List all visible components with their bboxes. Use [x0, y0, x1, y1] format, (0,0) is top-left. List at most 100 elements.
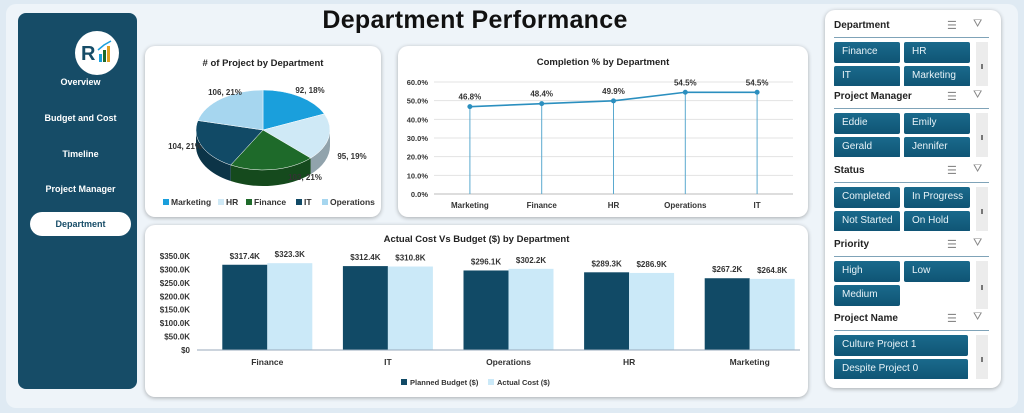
- x-tick-label: Marketing: [451, 201, 489, 210]
- logo-chart-icon: R: [81, 40, 112, 65]
- bar-actual-finance: [267, 263, 313, 350]
- clear-filter-icon[interactable]: ⛛: [973, 311, 983, 323]
- data-label: 49.9%: [602, 87, 625, 96]
- bar-actual-marketing: [749, 278, 795, 350]
- bar-chart: $0 $50.0K $100.0K $150.0K $200.0K $250.0K $300…: [160, 250, 800, 387]
- slicer-button-on-hold[interactable]: On Hold: [904, 211, 970, 231]
- clear-filter-icon[interactable]: ⛛: [973, 237, 983, 249]
- slicer-button-hr[interactable]: HR: [904, 42, 970, 63]
- line-chart-title: Completion % by Department: [536, 57, 670, 68]
- bar-planned-operations: [463, 270, 509, 350]
- legend-swatch-finance: [246, 199, 252, 205]
- slicer-button-medium[interactable]: Medium: [834, 285, 900, 306]
- legend-label-marketing: Marketing: [171, 197, 211, 207]
- line-chart: 0.0% 10.0% 20.0% 30.0% 40.0% 50.0% 60.0% 46.8% M…: [407, 78, 793, 210]
- legend-label-finance: Finance: [254, 197, 286, 207]
- y-tick-label: $100.0K: [160, 319, 190, 328]
- multi-select-icon[interactable]: ☰: [947, 239, 957, 251]
- pie-data-label: 92, 18%: [295, 86, 324, 95]
- slicer-button-not-started[interactable]: Not Started: [834, 211, 900, 231]
- slicer-title-project-manager: Project Manager: [834, 91, 912, 102]
- clear-filter-icon[interactable]: ⛛: [973, 89, 983, 101]
- y-tick-label: $350.0K: [160, 252, 190, 261]
- y-tick-label: $150.0K: [160, 306, 190, 315]
- y-tick-label: 50.0%: [407, 97, 429, 106]
- slicer-title-project-name: Project Name: [834, 313, 898, 324]
- pie-slice-operations: [197, 89, 264, 131]
- y-tick-label: 30.0%: [407, 134, 429, 143]
- slicer-scrollbar[interactable]: [976, 335, 988, 379]
- slicer-button-emily[interactable]: Emily: [904, 113, 970, 134]
- bar-data-label: $286.9K: [636, 260, 666, 269]
- slicer-divider: [834, 108, 989, 109]
- bar-data-label: $310.8K: [395, 254, 425, 263]
- clear-filter-icon[interactable]: ⛛: [973, 163, 983, 175]
- legend-label: Actual Cost ($): [497, 378, 550, 387]
- bar-data-label: $302.2K: [516, 256, 546, 265]
- bar-actual-hr: [629, 272, 675, 350]
- slicer-scrollbar[interactable]: [976, 261, 988, 309]
- y-tick-label: 40.0%: [407, 115, 429, 124]
- bar-data-label: $289.3K: [591, 259, 621, 268]
- clear-filter-icon[interactable]: ⛛: [973, 18, 983, 30]
- slicer-items: Eddie Emily Gerald Jennifer: [834, 113, 974, 157]
- bar-planned-hr: [584, 272, 630, 350]
- slicer-button-eddie[interactable]: Eddie: [834, 113, 900, 134]
- slicer-button-jennifer[interactable]: Jennifer: [904, 137, 970, 157]
- line-chart-card: Completion % by Department 0.0% 10.0% 20.0…: [398, 46, 808, 217]
- slicer-button-completed[interactable]: Completed: [834, 187, 900, 208]
- slicer-scrollbar[interactable]: [976, 42, 988, 86]
- slicer-scrollbar[interactable]: [976, 187, 988, 231]
- slicer-panel: Department ☰ ⛛ Finance HR IT Marketing Project …: [825, 10, 1001, 388]
- bar-data-label: $323.3K: [275, 250, 305, 259]
- multi-select-icon[interactable]: ☰: [947, 165, 957, 177]
- multi-select-icon[interactable]: ☰: [947, 20, 957, 32]
- y-tick-label: 20.0%: [407, 153, 429, 162]
- slicer-button-despite-project-0[interactable]: Despite Project 0: [834, 359, 968, 379]
- bar-data-label: $264.8K: [757, 266, 787, 275]
- slicer-scrollbar[interactable]: [976, 113, 988, 157]
- legend-swatch: [401, 379, 407, 385]
- pie-chart: 92, 18% 95, 19% 103, 21% 104, 21% 106, 21% Ma…: [163, 86, 375, 207]
- sidebar: R Overview Budget and Cost Timeline Proj…: [18, 13, 137, 389]
- slicer-button-in-progress[interactable]: In Progress: [904, 187, 970, 208]
- pie-chart-title: # of Project by Department: [202, 58, 324, 69]
- y-tick-label: $50.0K: [164, 333, 190, 342]
- x-tick-label: Finance: [527, 201, 558, 210]
- data-point: [467, 104, 473, 110]
- nav-department[interactable]: Department: [30, 212, 131, 236]
- slicer-items: Culture Project 1 Despite Project 0: [834, 335, 974, 379]
- pie-slice-marketing: [262, 89, 325, 131]
- slicer-button-high[interactable]: High: [834, 261, 900, 282]
- data-point: [611, 98, 616, 104]
- legend-label: Planned Budget ($): [410, 378, 479, 387]
- slicer-button-culture-project-1[interactable]: Culture Project 1: [834, 335, 968, 356]
- slicer-items: Finance HR IT Marketing: [834, 42, 974, 86]
- pie-slice-side-hr: [310, 130, 330, 175]
- slicer-items: Completed In Progress Not Started On Hold: [834, 187, 974, 231]
- slicer-items: High Low Medium: [834, 261, 974, 309]
- slicer-divider: [834, 330, 989, 331]
- slicer-button-marketing[interactable]: Marketing: [904, 66, 970, 86]
- x-tick-label: Operations: [664, 201, 707, 210]
- slicer-button-low[interactable]: Low: [904, 261, 970, 282]
- nav-overview[interactable]: Overview: [60, 77, 101, 87]
- nav-budget-and-cost[interactable]: Budget and Cost: [44, 113, 117, 123]
- x-tick-label: Operations: [486, 357, 531, 367]
- data-point: [754, 89, 760, 95]
- data-label: 48.4%: [530, 90, 553, 99]
- x-tick-label: IT: [754, 201, 761, 210]
- bar-data-label: $296.1K: [471, 257, 501, 266]
- slicer-button-finance[interactable]: Finance: [834, 42, 900, 63]
- multi-select-icon[interactable]: ☰: [947, 313, 957, 325]
- pie-data-label: 103, 21%: [288, 173, 322, 182]
- pie-slice-side-finance: [230, 158, 311, 186]
- page-title: Department Performance: [322, 6, 628, 34]
- legend-swatch-hr: [218, 199, 224, 205]
- slicer-button-gerald[interactable]: Gerald: [834, 137, 900, 157]
- nav-timeline[interactable]: Timeline: [62, 149, 99, 159]
- multi-select-icon[interactable]: ☰: [947, 91, 957, 103]
- data-label: 46.8%: [459, 93, 482, 102]
- slicer-button-it[interactable]: IT: [834, 66, 900, 86]
- nav-project-manager[interactable]: Project Manager: [45, 184, 116, 194]
